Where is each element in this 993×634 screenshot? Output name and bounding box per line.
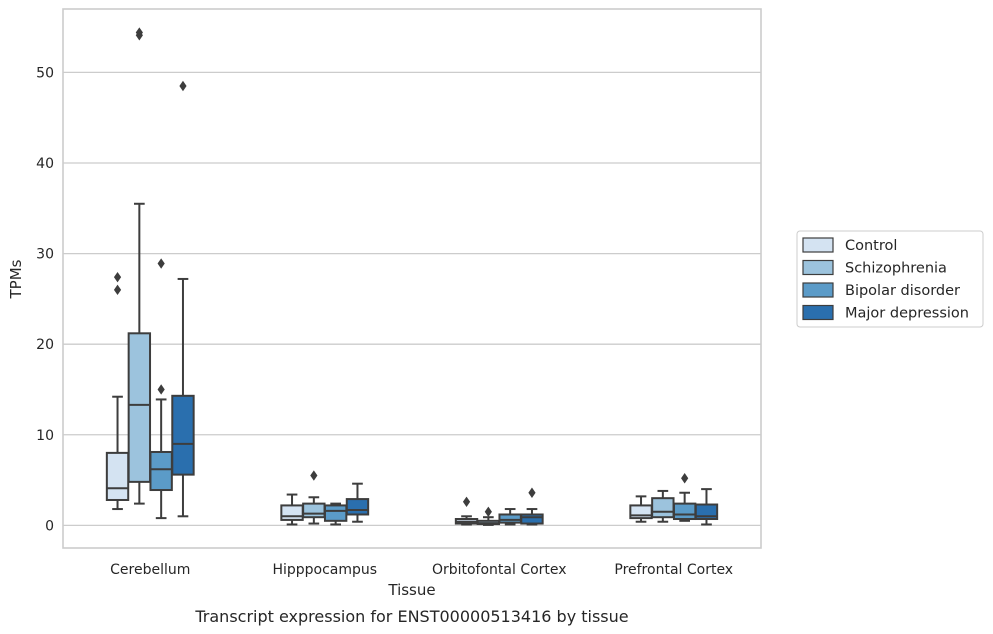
box xyxy=(302,470,326,525)
plot-frame xyxy=(62,8,762,549)
box-body xyxy=(520,513,544,525)
box xyxy=(694,488,719,526)
box-layer xyxy=(105,27,719,526)
outlier-point xyxy=(681,473,689,484)
box-body xyxy=(149,450,173,492)
box xyxy=(323,502,348,526)
legend-swatch xyxy=(802,304,834,321)
y-tick-label: 30 xyxy=(36,247,54,263)
box-body xyxy=(105,451,130,501)
x-axis-label: Tissue xyxy=(387,581,435,599)
x-tick-label: Hipppocampus xyxy=(272,562,377,578)
legend-label: Control xyxy=(845,238,897,254)
legend-swatch xyxy=(802,237,834,253)
box-body xyxy=(345,498,370,516)
x-tick-label: Orbitofontal Cortex xyxy=(432,562,567,578)
legend-label: Schizophrenia xyxy=(845,261,947,277)
x-axis-ticks: Cerebellum Hipppocampus Orbitofontal Corte… xyxy=(110,562,733,578)
box xyxy=(476,506,501,526)
box-body xyxy=(323,504,348,522)
y-tick-label: 0 xyxy=(45,518,54,534)
x-tick-label: Prefrontal Cortex xyxy=(614,562,733,578)
box xyxy=(280,493,304,526)
box-body xyxy=(672,502,697,521)
y-axis-ticks: 0 10 20 30 40 50 xyxy=(36,65,54,534)
box xyxy=(149,258,173,520)
outlier-point xyxy=(157,258,165,269)
outlier-point xyxy=(113,271,122,283)
outlier-point xyxy=(113,284,122,296)
box xyxy=(672,473,697,522)
box-body xyxy=(651,497,675,519)
figure-caption: Transcript expression for ENST0000051341… xyxy=(194,607,628,626)
outlier-point xyxy=(179,80,187,92)
outlier-point xyxy=(462,496,471,507)
y-tick-label: 10 xyxy=(36,428,54,444)
legend-label: Major depression xyxy=(845,306,969,322)
outlier-point xyxy=(310,470,318,481)
box-body xyxy=(280,504,304,521)
box-body xyxy=(302,502,326,519)
box-body xyxy=(127,332,152,483)
legend-swatch xyxy=(802,259,834,276)
box-body xyxy=(498,513,522,524)
legend-swatch xyxy=(802,282,834,298)
outlier-point xyxy=(528,487,536,498)
box xyxy=(345,482,370,523)
legend-frame xyxy=(796,230,984,328)
y-tick-label: 20 xyxy=(36,337,54,353)
box-body xyxy=(171,394,195,476)
outlier-point xyxy=(157,384,165,395)
legend-label: Bipolar disorder xyxy=(845,283,960,299)
x-tick-label: Cerebellum xyxy=(110,562,190,578)
y-tick-label: 40 xyxy=(36,156,54,172)
legend: Control Schizophrenia Bipolar disorder Majo… xyxy=(796,230,984,328)
box xyxy=(127,27,152,505)
y-tick-label: 50 xyxy=(36,65,54,81)
outlier-point xyxy=(135,27,143,38)
box xyxy=(171,80,195,518)
box xyxy=(454,496,479,526)
y-axis-label: TPMs xyxy=(7,259,25,299)
outlier-point xyxy=(484,506,492,517)
box xyxy=(105,271,130,511)
box xyxy=(520,487,544,526)
